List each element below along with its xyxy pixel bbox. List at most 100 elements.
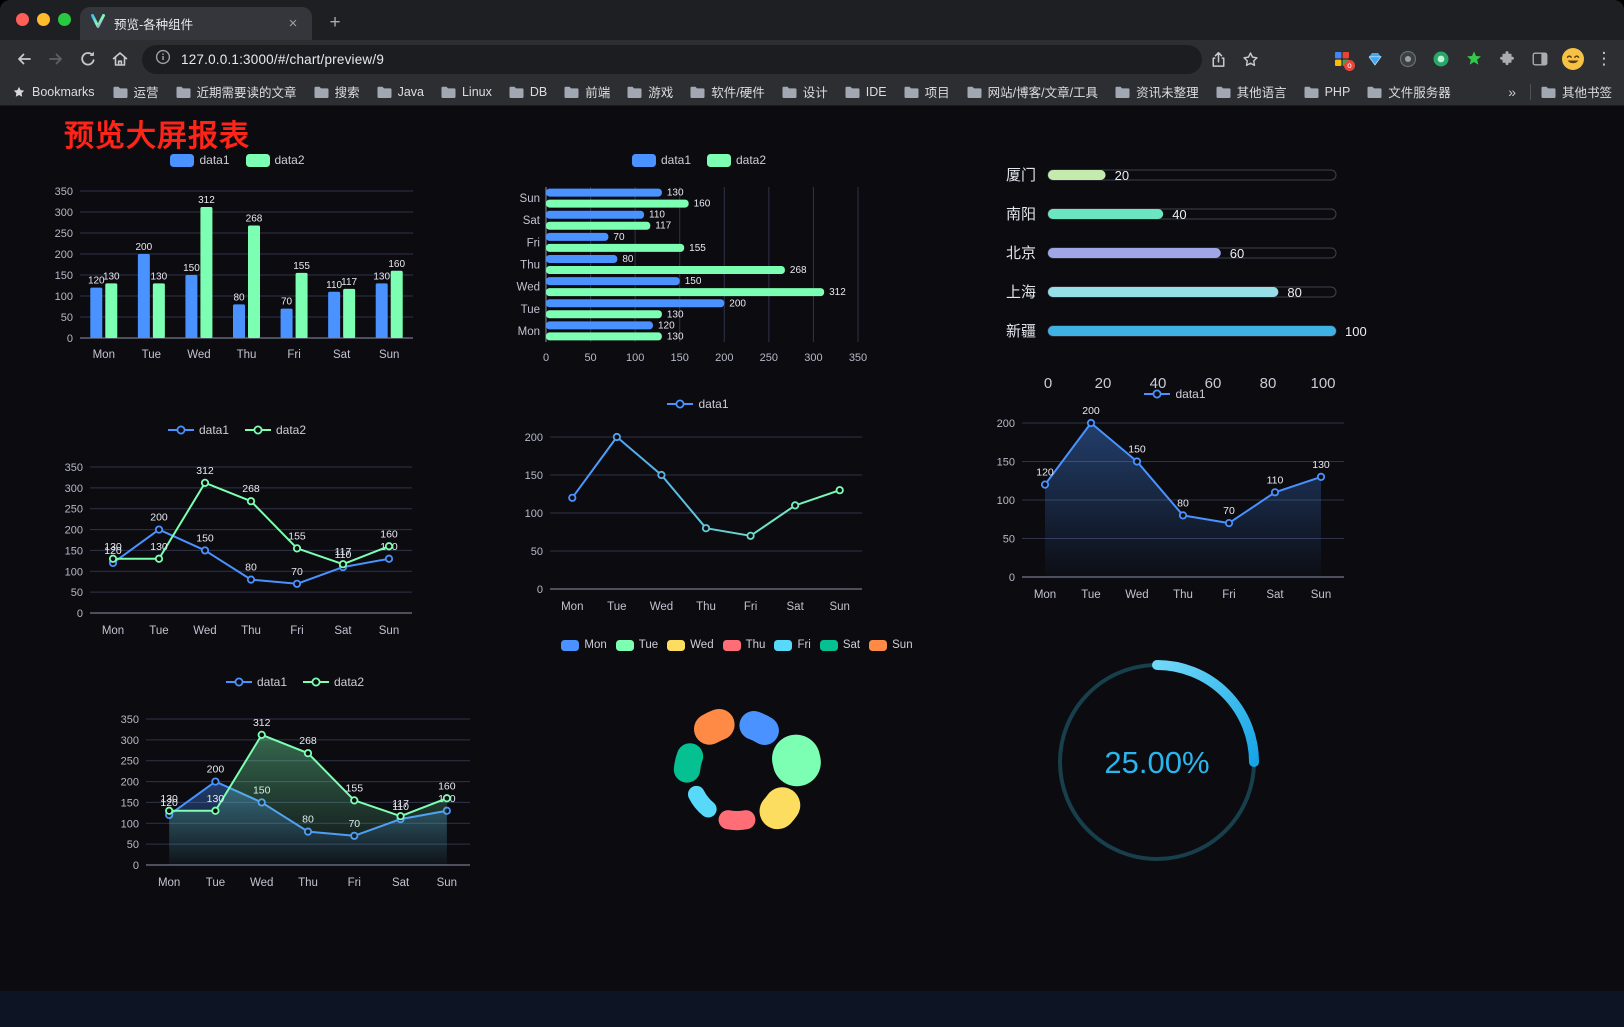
chart-gradient-line[interactable]: data1 0 50 100 150 200 Mon Tue Wed Thu Fri Sat Sun [512, 395, 884, 619]
browser-tab[interactable]: 预览-各种组件 × [80, 7, 312, 40]
chart-city-progress[interactable]: 厦门 20 南阳 40 北京 60 上海 80 新疆 100 0 20 40 60 80 100 [992, 153, 1367, 392]
chart-canvas[interactable]: 0 50 100 150 200 250 300 350 Mon Tue Wed Thu Fri Sat S… [104, 673, 486, 895]
extension-green-circle-icon[interactable] [1427, 45, 1455, 73]
legend-item[interactable]: Thu [722, 639, 765, 651]
window-controls [16, 13, 71, 26]
bookmarks-root[interactable]: Bookmarks [12, 85, 95, 99]
chart-horizontal-bar[interactable]: data1 data2 0 50 100 150 200 250 300 350 Mon Tue Wed… [510, 151, 888, 369]
legend-item[interactable]: data2 [245, 423, 306, 437]
share-button[interactable] [1202, 43, 1234, 75]
forward-button[interactable] [40, 43, 72, 75]
legend-item[interactable]: Wed [667, 639, 714, 651]
bookmark-folder[interactable]: PHP [1304, 85, 1350, 99]
bookmark-folder[interactable]: 文件服务器 [1367, 82, 1451, 101]
chart-canvas[interactable] [542, 637, 932, 891]
legend-item[interactable]: data2 [245, 153, 305, 167]
bookmark-folder[interactable]: 运营 [113, 82, 159, 101]
chart-canvas[interactable]: 0 50 100 150 200 Mon Tue Wed Thu Fri Sat Sun 120 200 1… [986, 385, 1364, 607]
extension-grid-icon[interactable]: o [1328, 45, 1356, 73]
window-close-button[interactable] [16, 13, 29, 26]
svg-text:80: 80 [1177, 497, 1189, 509]
address-bar[interactable]: 127.0.0.1:3000/#/chart/preview/9 [142, 44, 1202, 74]
bookmark-folder[interactable]: 其他语言 [1216, 82, 1287, 101]
chart-canvas[interactable]: 25.00% [1036, 641, 1278, 883]
legend-item[interactable]: data2 [303, 675, 364, 689]
legend-item[interactable]: Sat [819, 639, 860, 651]
extension-star-icon[interactable] [1460, 45, 1488, 73]
bookmark-folder[interactable]: 项目 [904, 82, 950, 101]
svg-text:150: 150 [183, 263, 200, 274]
chart-legend: data1 data2 [104, 675, 486, 689]
tab-close-icon[interactable]: × [288, 14, 298, 32]
svg-text:上海: 上海 [1006, 284, 1036, 301]
folder-icon [904, 86, 919, 98]
new-tab-button[interactable]: + [329, 12, 341, 33]
legend-rect-icon [245, 153, 270, 167]
legend-item[interactable]: Sun [869, 639, 913, 651]
legend-item[interactable]: data1 [167, 423, 229, 437]
svg-text:150: 150 [55, 270, 73, 282]
back-button[interactable] [8, 43, 40, 75]
legend-rect-icon [615, 639, 634, 651]
legend-item[interactable]: data1 [170, 153, 230, 167]
menu-kebab-icon[interactable]: ⋮ [1595, 49, 1613, 68]
bookmark-folder[interactable]: DB [509, 85, 547, 99]
chart-two-line-area[interactable]: data1 data2 0 50 100 150 200 250 300 350 Mon Tue Wed… [104, 673, 486, 895]
chart-grouped-bar[interactable]: data1 data2 0 50 100 150 200 250 300 350 Mon Tue Wed… [50, 151, 425, 367]
legend-item[interactable]: Mon [561, 639, 607, 651]
window-minimize-button[interactable] [37, 13, 50, 26]
chart-two-line[interactable]: data1 data2 0 50 100 150 200 250 300 350 Mon Tue Wed… [48, 421, 426, 643]
bookmark-folder[interactable]: 前端 [564, 82, 610, 101]
side-panel-icon[interactable] [1526, 45, 1554, 73]
svg-text:200: 200 [729, 298, 746, 309]
folder-icon [627, 86, 642, 98]
extensions-puzzle-icon[interactable] [1493, 45, 1521, 73]
bookmark-folder[interactable]: Java [377, 85, 424, 99]
svg-text:150: 150 [121, 797, 139, 809]
chart-area-line[interactable]: data1 0 50 100 150 200 Mon Tue Wed Thu Fri Sat Sun 12… [986, 385, 1364, 607]
legend-item[interactable]: data1 [225, 675, 287, 689]
site-info-icon[interactable] [155, 49, 171, 70]
bookmark-star-button[interactable] [1234, 43, 1266, 75]
svg-text:200: 200 [1082, 405, 1100, 417]
bookmark-folder[interactable]: IDE [845, 85, 887, 99]
other-bookmarks-folder[interactable]: 其他书签 [1541, 82, 1612, 101]
legend-item[interactable]: data1 [631, 153, 691, 167]
bookmark-folder[interactable]: Linux [441, 85, 492, 99]
bookmark-folder[interactable]: 搜索 [314, 82, 360, 101]
legend-item[interactable]: data2 [707, 153, 766, 167]
svg-text:100: 100 [1310, 375, 1335, 392]
legend-item[interactable]: data1 [667, 397, 729, 411]
svg-text:300: 300 [55, 207, 73, 219]
chart-canvas[interactable]: 厦门 20 南阳 40 北京 60 上海 80 新疆 100 0 20 40 60 80 100 [992, 153, 1367, 392]
bookmark-folder[interactable]: 游戏 [627, 82, 673, 101]
profile-avatar[interactable] [1559, 45, 1587, 73]
home-button[interactable] [104, 43, 136, 75]
chart-canvas[interactable]: 0 50 100 150 200 250 300 350 Mon Tue Wed Thu Fri Sat S… [48, 421, 426, 643]
bookmarks-bar: Bookmarks 运营 近期需要读的文章 搜索 Java Linux DB 前端 游戏 软件/… [0, 78, 1624, 106]
extension-dark-circle-icon[interactable] [1394, 45, 1422, 73]
chart-canvas[interactable]: 0 50 100 150 200 Mon Tue Wed Thu Fri Sat Sun [512, 395, 884, 619]
folder-icon [967, 86, 982, 98]
svg-text:0: 0 [1009, 572, 1015, 584]
legend-item[interactable]: Tue [615, 639, 658, 651]
svg-text:70: 70 [1223, 505, 1235, 517]
bookmark-folder[interactable]: 网站/博客/文章/工具 [967, 82, 1098, 101]
chart-rose-pie[interactable]: Mon Tue Wed Thu Fri Sat Sun [542, 637, 932, 891]
bookmarks-overflow-button[interactable]: » [1508, 83, 1516, 100]
bookmark-folder[interactable]: 软件/硬件 [690, 82, 765, 101]
tab-strip: 预览-各种组件 × + [0, 0, 1624, 40]
reload-button[interactable] [72, 43, 104, 75]
svg-text:Fri: Fri [348, 877, 361, 889]
bookmark-folder[interactable]: 设计 [782, 82, 828, 101]
chart-canvas[interactable]: 0 50 100 150 200 250 300 350 Mon Tue Wed Thu Fri Sat S… [510, 151, 888, 369]
extension-gem-icon[interactable] [1361, 45, 1389, 73]
bookmark-folder[interactable]: 近期需要读的文章 [176, 82, 297, 101]
legend-item[interactable]: data1 [1144, 387, 1206, 401]
window-zoom-button[interactable] [58, 13, 71, 26]
chart-canvas[interactable]: 0 50 100 150 200 250 300 350 Mon Tue Wed Thu Fri Sat S… [50, 151, 425, 367]
legend-item[interactable]: Fri [774, 639, 811, 651]
bookmark-folder[interactable]: 资讯未整理 [1115, 82, 1199, 101]
chart-gauge-progress[interactable]: 25.00% [1036, 641, 1278, 883]
svg-text:100: 100 [997, 495, 1015, 507]
